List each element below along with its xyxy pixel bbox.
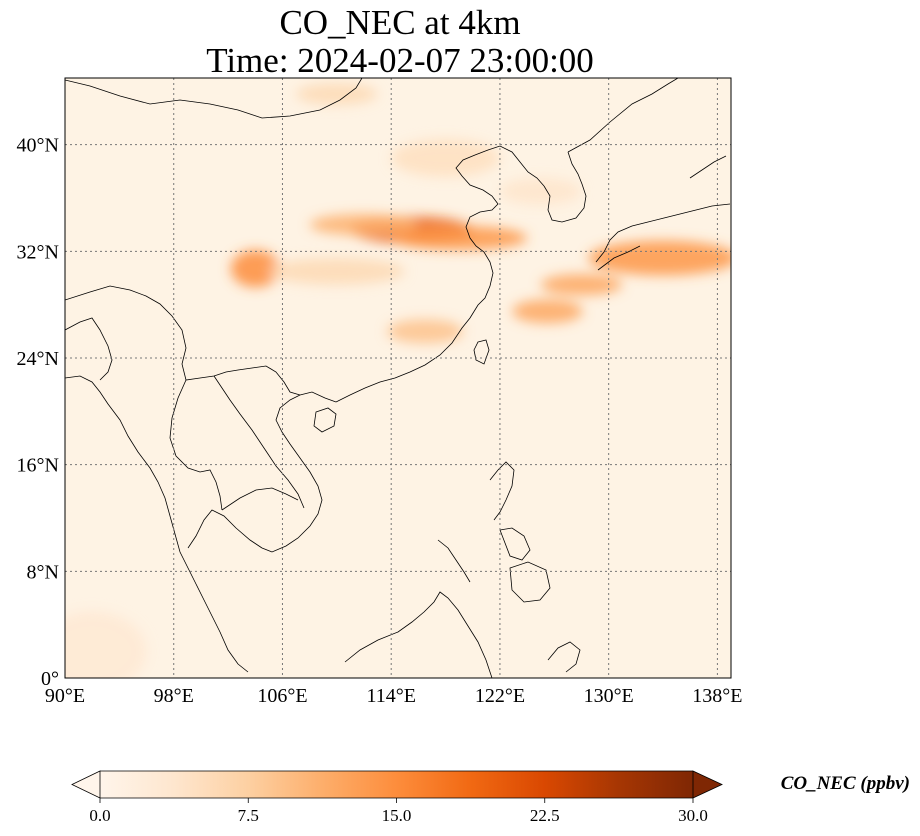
lat-tick-labels: 0° 8°N 16°N 24°N 32°N 40°N bbox=[17, 135, 59, 690]
lon-tick-label: 122°E bbox=[475, 685, 525, 707]
coastline-mindanao bbox=[509, 561, 551, 603]
coastline-visayas bbox=[499, 527, 531, 561]
border-thailand bbox=[169, 379, 223, 511]
concentration-plume bbox=[391, 139, 500, 177]
lon-tick-label: 98°E bbox=[154, 685, 194, 707]
border-laos-vietnam bbox=[213, 375, 305, 509]
colorbar-tick-label: 15.0 bbox=[382, 806, 412, 825]
concentration-plume bbox=[391, 226, 528, 250]
map-background bbox=[65, 78, 731, 678]
colorbar: 0.0 7.5 15.0 22.5 30.0 CO_NEC (ppbv) bbox=[71, 770, 910, 825]
coastline-palawan bbox=[437, 539, 471, 583]
colorbar-tick-label: 22.5 bbox=[530, 806, 560, 825]
concentration-plume bbox=[499, 178, 582, 205]
gridlines bbox=[65, 78, 731, 678]
lon-tick-label: 114°E bbox=[366, 685, 415, 707]
lat-tick-label: 16°N bbox=[17, 455, 59, 477]
map-frame bbox=[64, 77, 732, 679]
coastline-hokkaido bbox=[689, 155, 727, 179]
coastline-luzon bbox=[489, 461, 515, 521]
colorbar-tick-label: 7.5 bbox=[238, 806, 259, 825]
concentration-plume bbox=[309, 214, 419, 236]
colorbar-max-extension bbox=[692, 770, 723, 799]
coastline-sulawesi bbox=[547, 641, 581, 673]
coastline-japan-south bbox=[597, 245, 641, 271]
concentration-plume bbox=[230, 249, 280, 288]
island-hainan bbox=[313, 407, 337, 433]
border-cambodia bbox=[221, 487, 299, 511]
border-mongolia bbox=[65, 78, 363, 119]
concentration-plume bbox=[268, 258, 405, 285]
lat-tick-label: 8°N bbox=[27, 561, 59, 583]
island-taiwan bbox=[473, 339, 490, 365]
lat-tick-label: 40°N bbox=[17, 135, 59, 157]
coastline-south-china bbox=[335, 145, 545, 403]
colorbar-tick-label: 30.0 bbox=[678, 806, 708, 825]
concentration-plume bbox=[540, 274, 623, 296]
colorbar-body bbox=[100, 771, 693, 798]
lon-tick-label: 130°E bbox=[584, 685, 634, 707]
co-concentration-layer bbox=[65, 83, 731, 678]
lon-tick-label: 106°E bbox=[257, 685, 307, 707]
colorbar-min-extension bbox=[71, 770, 101, 799]
coastline-borneo bbox=[344, 591, 493, 678]
lon-tick-label: 138°E bbox=[692, 685, 742, 707]
lon-tick-labels: 90°E 98°E 106°E 114°E 122°E 130°E 138°E bbox=[45, 685, 743, 707]
lat-tick-label: 32°N bbox=[17, 241, 59, 263]
concentration-plume bbox=[296, 83, 378, 105]
lat-tick-label: 0° bbox=[41, 668, 59, 690]
colorbar-ticks: 0.0 7.5 15.0 22.5 30.0 bbox=[89, 798, 708, 825]
concentration-plume bbox=[512, 299, 583, 324]
concentration-plume bbox=[387, 319, 464, 344]
lon-tick-label: 90°E bbox=[45, 685, 85, 707]
title-line-2: Time: 2024-02-07 23:00:00 bbox=[206, 41, 594, 80]
concentration-plume bbox=[588, 240, 731, 276]
title-line-1: CO_NEC at 4km bbox=[279, 3, 521, 42]
coastline-korea bbox=[543, 151, 587, 223]
border-india bbox=[65, 317, 113, 381]
colorbar-tick-label: 0.0 bbox=[89, 806, 110, 825]
coastline-russia bbox=[567, 78, 679, 153]
colorbar-label: CO_NEC (ppbv) bbox=[781, 773, 910, 794]
coastline-myanmar bbox=[65, 375, 249, 673]
coastline-gulf-of-thailand bbox=[187, 509, 263, 549]
coastlines-layer bbox=[65, 78, 731, 678]
coastline-japan bbox=[595, 203, 731, 263]
concentration-plume bbox=[65, 611, 147, 678]
lat-tick-label: 24°N bbox=[17, 348, 59, 370]
